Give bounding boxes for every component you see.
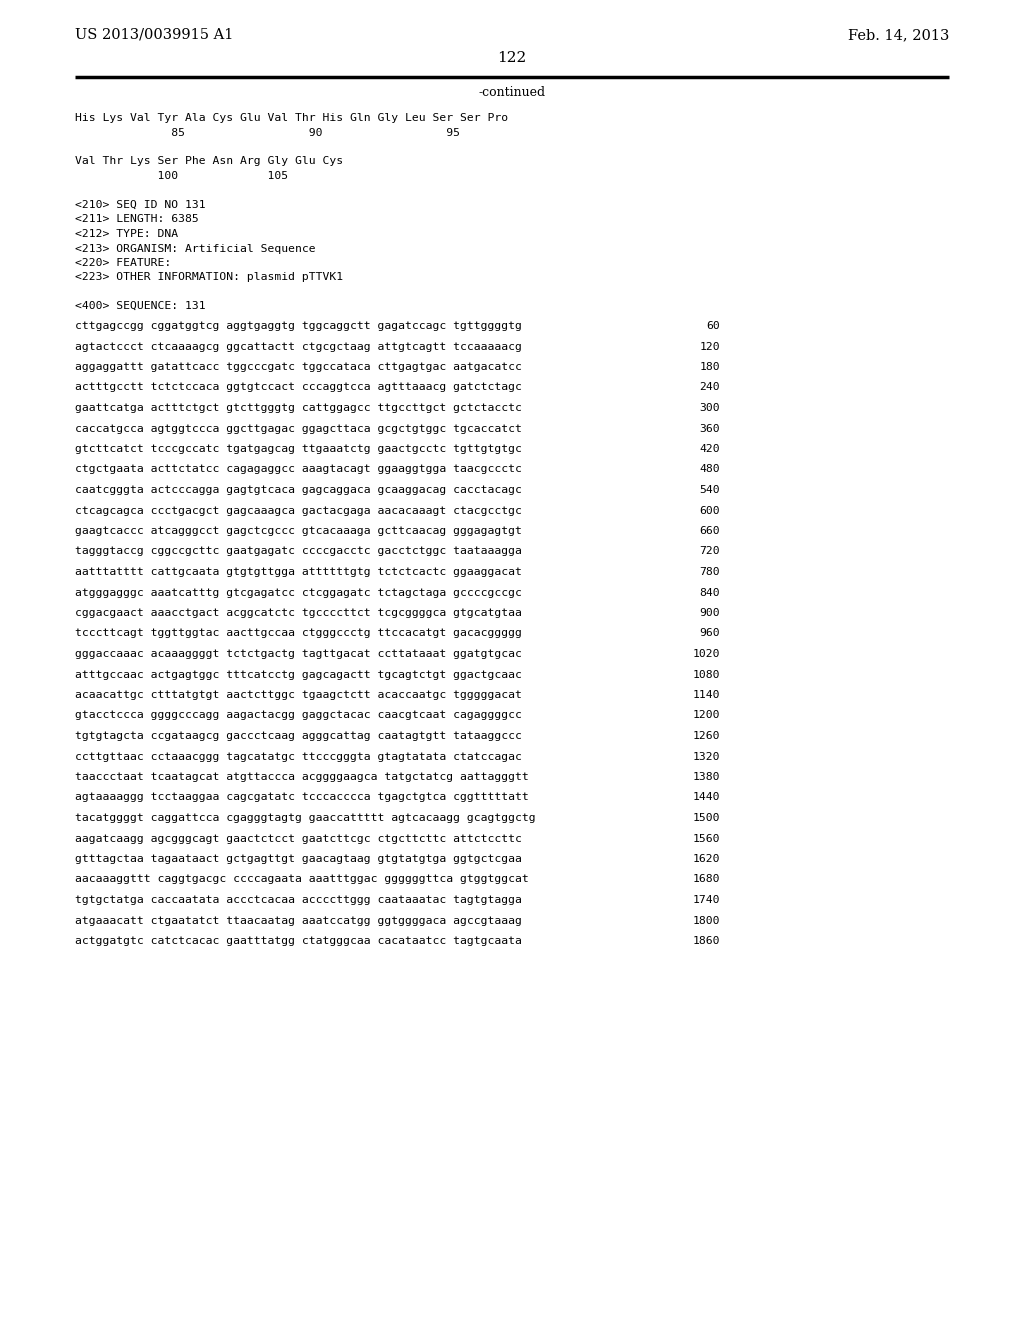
Text: 1140: 1140 — [692, 690, 720, 700]
Text: aggaggattt gatattcacc tggcccgatc tggccataca cttgagtgac aatgacatcc: aggaggattt gatattcacc tggcccgatc tggccat… — [75, 362, 522, 372]
Text: <400> SEQUENCE: 131: <400> SEQUENCE: 131 — [75, 301, 206, 312]
Text: agtaaaaggg tcctaaggaa cagcgatatc tcccacccca tgagctgtca cggtttttatt: agtaaaaggg tcctaaggaa cagcgatatc tcccacc… — [75, 792, 528, 803]
Text: 180: 180 — [699, 362, 720, 372]
Text: ccttgttaac cctaaacggg tagcatatgc ttcccgggta gtagtatata ctatccagac: ccttgttaac cctaaacggg tagcatatgc ttcccgg… — [75, 751, 522, 762]
Text: 660: 660 — [699, 525, 720, 536]
Text: ctcagcagca ccctgacgct gagcaaagca gactacgaga aacacaaagt ctacgcctgc: ctcagcagca ccctgacgct gagcaaagca gactacg… — [75, 506, 522, 516]
Text: actggatgtc catctcacac gaatttatgg ctatgggcaa cacataatcc tagtgcaata: actggatgtc catctcacac gaatttatgg ctatggg… — [75, 936, 522, 946]
Text: aagatcaagg agcgggcagt gaactctcct gaatcttcgc ctgcttcttc attctccttc: aagatcaagg agcgggcagt gaactctcct gaatctt… — [75, 833, 522, 843]
Text: <223> OTHER INFORMATION: plasmid pTTVK1: <223> OTHER INFORMATION: plasmid pTTVK1 — [75, 272, 343, 282]
Text: tgtgtagcta ccgataagcg gaccctcaag agggcattag caatagtgtt tataaggccc: tgtgtagcta ccgataagcg gaccctcaag agggcat… — [75, 731, 522, 741]
Text: 60: 60 — [707, 321, 720, 331]
Text: 1320: 1320 — [692, 751, 720, 762]
Text: 1380: 1380 — [692, 772, 720, 781]
Text: 1200: 1200 — [692, 710, 720, 721]
Text: ctgctgaata acttctatcc cagagaggcc aaagtacagt ggaaggtgga taacgccctc: ctgctgaata acttctatcc cagagaggcc aaagtac… — [75, 465, 522, 474]
Text: 840: 840 — [699, 587, 720, 598]
Text: 960: 960 — [699, 628, 720, 639]
Text: 480: 480 — [699, 465, 720, 474]
Text: tcccttcagt tggttggtac aacttgccaa ctgggccctg ttccacatgt gacacggggg: tcccttcagt tggttggtac aacttgccaa ctgggcc… — [75, 628, 522, 639]
Text: <213> ORGANISM: Artificial Sequence: <213> ORGANISM: Artificial Sequence — [75, 243, 315, 253]
Text: 900: 900 — [699, 609, 720, 618]
Text: 1860: 1860 — [692, 936, 720, 946]
Text: 1620: 1620 — [692, 854, 720, 865]
Text: atgaaacatt ctgaatatct ttaacaatag aaatccatgg ggtggggaca agccgtaaag: atgaaacatt ctgaatatct ttaacaatag aaatcca… — [75, 916, 522, 925]
Text: taaccctaat tcaatagcat atgttaccca acggggaagca tatgctatcg aattagggtt: taaccctaat tcaatagcat atgttaccca acgggga… — [75, 772, 528, 781]
Text: <212> TYPE: DNA: <212> TYPE: DNA — [75, 228, 178, 239]
Text: caatcgggta actcccagga gagtgtcaca gagcaggaca gcaaggacag cacctacagc: caatcgggta actcccagga gagtgtcaca gagcagg… — [75, 484, 522, 495]
Text: 780: 780 — [699, 568, 720, 577]
Text: 1080: 1080 — [692, 669, 720, 680]
Text: tacatggggt caggattcca cgagggtagtg gaaccattttt agtcacaagg gcagtggctg: tacatggggt caggattcca cgagggtagtg gaacca… — [75, 813, 536, 822]
Text: His Lys Val Tyr Ala Cys Glu Val Thr His Gln Gly Leu Ser Ser Pro: His Lys Val Tyr Ala Cys Glu Val Thr His … — [75, 114, 508, 123]
Text: gtcttcatct tcccgccatc tgatgagcag ttgaaatctg gaactgcctc tgttgtgtgc: gtcttcatct tcccgccatc tgatgagcag ttgaaat… — [75, 444, 522, 454]
Text: tagggtaccg cggccgcttc gaatgagatc ccccgacctc gacctctggc taataaagga: tagggtaccg cggccgcttc gaatgagatc ccccgac… — [75, 546, 522, 557]
Text: 1740: 1740 — [692, 895, 720, 906]
Text: agtactccct ctcaaaagcg ggcattactt ctgcgctaag attgtcagtt tccaaaaacg: agtactccct ctcaaaagcg ggcattactt ctgcgct… — [75, 342, 522, 351]
Text: 1680: 1680 — [692, 874, 720, 884]
Text: 85                  90                  95: 85 90 95 — [75, 128, 460, 137]
Text: 122: 122 — [498, 51, 526, 65]
Text: actttgcctt tctctccaca ggtgtccact cccaggtcca agtttaaacg gatctctagc: actttgcctt tctctccaca ggtgtccact cccaggt… — [75, 383, 522, 392]
Text: <220> FEATURE:: <220> FEATURE: — [75, 257, 171, 268]
Text: 600: 600 — [699, 506, 720, 516]
Text: 1440: 1440 — [692, 792, 720, 803]
Text: gaattcatga actttctgct gtcttgggtg cattggagcc ttgccttgct gctctacctc: gaattcatga actttctgct gtcttgggtg cattgga… — [75, 403, 522, 413]
Text: cggacgaact aaacctgact acggcatctc tgccccttct tcgcggggca gtgcatgtaa: cggacgaact aaacctgact acggcatctc tgcccct… — [75, 609, 522, 618]
Text: Feb. 14, 2013: Feb. 14, 2013 — [848, 28, 949, 42]
Text: 120: 120 — [699, 342, 720, 351]
Text: gggaccaaac acaaaggggt tctctgactg tagttgacat ccttataaat ggatgtgcac: gggaccaaac acaaaggggt tctctgactg tagttga… — [75, 649, 522, 659]
Text: <211> LENGTH: 6385: <211> LENGTH: 6385 — [75, 214, 199, 224]
Text: 360: 360 — [699, 424, 720, 433]
Text: gtttagctaa tagaataact gctgagttgt gaacagtaag gtgtatgtga ggtgctcgaa: gtttagctaa tagaataact gctgagttgt gaacagt… — [75, 854, 522, 865]
Text: 1800: 1800 — [692, 916, 720, 925]
Text: 540: 540 — [699, 484, 720, 495]
Text: -continued: -continued — [478, 86, 546, 99]
Text: atttgccaac actgagtggc tttcatcctg gagcagactt tgcagtctgt ggactgcaac: atttgccaac actgagtggc tttcatcctg gagcaga… — [75, 669, 522, 680]
Text: 1500: 1500 — [692, 813, 720, 822]
Text: Val Thr Lys Ser Phe Asn Arg Gly Glu Cys: Val Thr Lys Ser Phe Asn Arg Gly Glu Cys — [75, 157, 343, 166]
Text: atgggagggc aaatcatttg gtcgagatcc ctcggagatc tctagctaga gccccgccgc: atgggagggc aaatcatttg gtcgagatcc ctcggag… — [75, 587, 522, 598]
Text: caccatgcca agtggtccca ggcttgagac ggagcttaca gcgctgtggc tgcaccatct: caccatgcca agtggtccca ggcttgagac ggagctt… — [75, 424, 522, 433]
Text: 720: 720 — [699, 546, 720, 557]
Text: 100             105: 100 105 — [75, 172, 288, 181]
Text: US 2013/0039915 A1: US 2013/0039915 A1 — [75, 28, 233, 42]
Text: 300: 300 — [699, 403, 720, 413]
Text: <210> SEQ ID NO 131: <210> SEQ ID NO 131 — [75, 201, 206, 210]
Text: 1560: 1560 — [692, 833, 720, 843]
Text: cttgagccgg cggatggtcg aggtgaggtg tggcaggctt gagatccagc tgttggggtg: cttgagccgg cggatggtcg aggtgaggtg tggcagg… — [75, 321, 522, 331]
Text: 1020: 1020 — [692, 649, 720, 659]
Text: tgtgctatga caccaatata accctcacaa accccttggg caataaatac tagtgtagga: tgtgctatga caccaatata accctcacaa acccctt… — [75, 895, 522, 906]
Text: 240: 240 — [699, 383, 720, 392]
Text: aatttatttt cattgcaata gtgtgttgga attttttgtg tctctcactc ggaaggacat: aatttatttt cattgcaata gtgtgttgga atttttt… — [75, 568, 522, 577]
Text: 1260: 1260 — [692, 731, 720, 741]
Text: 420: 420 — [699, 444, 720, 454]
Text: aacaaaggttt caggtgacgc ccccagaata aaatttggac ggggggttca gtggtggcat: aacaaaggttt caggtgacgc ccccagaata aaattt… — [75, 874, 528, 884]
Text: acaacattgc ctttatgtgt aactcttggc tgaagctctt acaccaatgc tgggggacat: acaacattgc ctttatgtgt aactcttggc tgaagct… — [75, 690, 522, 700]
Text: gtacctccca ggggcccagg aagactacgg gaggctacac caacgtcaat cagaggggcc: gtacctccca ggggcccagg aagactacgg gaggcta… — [75, 710, 522, 721]
Text: gaagtcaccc atcagggcct gagctcgccc gtcacaaaga gcttcaacag gggagagtgt: gaagtcaccc atcagggcct gagctcgccc gtcacaa… — [75, 525, 522, 536]
